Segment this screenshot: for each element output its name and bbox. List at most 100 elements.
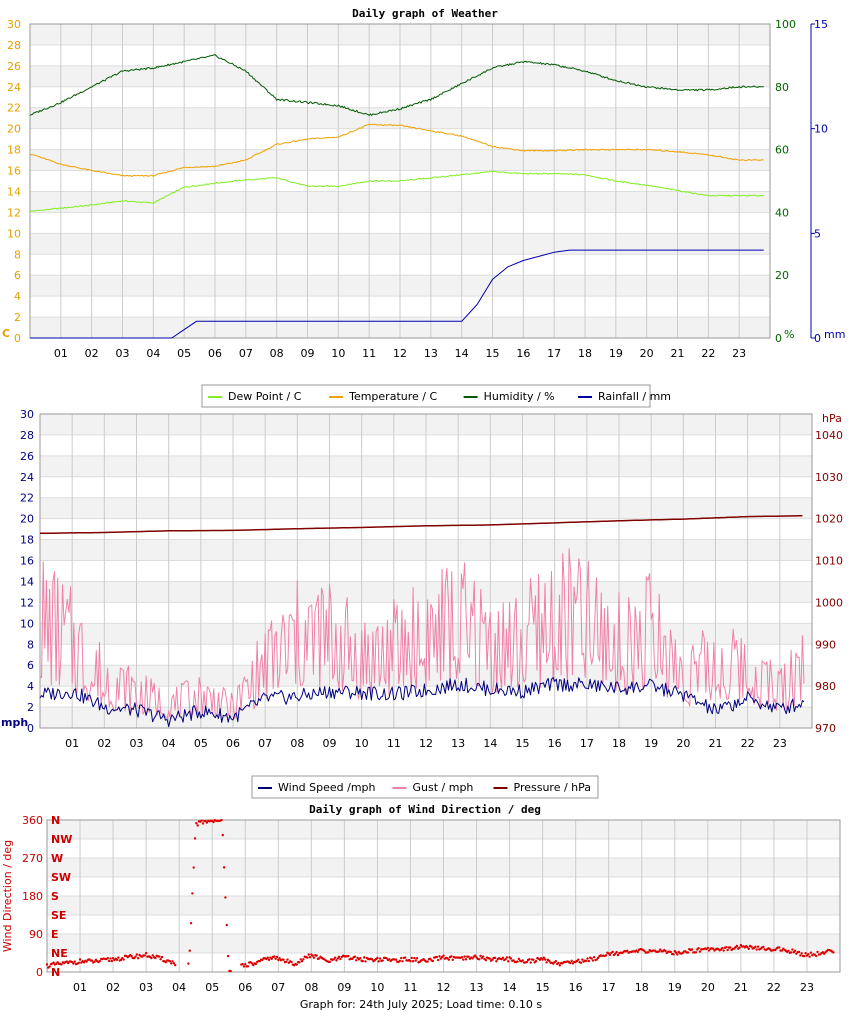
direction-point: [450, 955, 453, 958]
y-tick-label-humidity: 40: [775, 206, 789, 219]
x-tick-label: 01: [65, 737, 79, 750]
y-tick-label-humidity: 100: [775, 18, 796, 31]
direction-point: [528, 958, 531, 961]
direction-point: [604, 954, 608, 957]
legend-box: [251, 775, 599, 799]
direction-point: [493, 956, 497, 960]
direction-point: [787, 949, 790, 952]
direction-point: [659, 948, 662, 951]
x-tick-label: 10: [355, 737, 369, 750]
direction-point: [789, 951, 793, 954]
series-line-rainfall-mm: [30, 249, 764, 339]
x-tick-label: 05: [194, 737, 208, 750]
x-tick-label: 23: [732, 347, 746, 360]
legend-label: Temperature / C: [348, 390, 437, 403]
x-tick-label: 19: [668, 981, 682, 994]
direction-point: [808, 955, 811, 958]
x-tick-label: 07: [271, 981, 285, 994]
x-tick-label: 18: [612, 737, 626, 750]
y-tick-label-pressure: 970: [815, 722, 836, 735]
direction-point: [484, 958, 487, 962]
direction-point: [477, 958, 481, 961]
x-tick-label: 08: [304, 981, 318, 994]
direction-point: [78, 958, 82, 961]
x-tick-label: 03: [130, 737, 144, 750]
direction-point: [791, 948, 794, 951]
direction-point: [295, 963, 298, 966]
direction-point: [347, 954, 350, 958]
legend-wind: Wind Speed /mph Gust / mph Pressure / hPa: [251, 775, 599, 799]
direction-point: [626, 949, 629, 952]
x-tick-label: 03: [116, 347, 130, 360]
footer-load-info: Graph for: 24th July 2025; Load time: 0.…: [300, 998, 543, 1011]
y-tick-label-rain: 5: [814, 227, 821, 240]
direction-point: [474, 954, 477, 957]
y-tick-label-speed: 24: [20, 471, 34, 484]
direction-point: [221, 833, 224, 837]
direction-point: [168, 960, 172, 963]
y-tick-label-temp: 30: [7, 18, 21, 31]
direction-point: [438, 955, 441, 958]
y-tick-label-pressure: 1030: [815, 471, 843, 484]
direction-point: [192, 866, 195, 869]
direction-point: [570, 959, 573, 963]
direction-point: [411, 960, 415, 963]
direction-point: [109, 957, 112, 960]
y-axis-unit-temp: C: [2, 327, 10, 340]
direction-point: [729, 946, 732, 949]
direction-point: [614, 952, 617, 955]
direction-point: [669, 950, 673, 954]
direction-point: [674, 951, 678, 954]
direction-point: [545, 961, 548, 964]
direction-point: [381, 959, 384, 962]
direction-point: [410, 956, 413, 960]
x-tick-label: 09: [301, 347, 315, 360]
direction-point: [507, 960, 510, 963]
series-line-dew-point-c: [29, 170, 764, 213]
legend-label: Rainfall / mm: [598, 390, 671, 403]
x-tick-label: 11: [387, 737, 401, 750]
x-tick-label: 02: [85, 347, 99, 360]
x-tick-label: 22: [767, 981, 781, 994]
direction-point: [251, 964, 255, 967]
direction-point: [596, 956, 600, 960]
direction-point: [261, 958, 264, 962]
direction-point: [117, 956, 120, 959]
y-tick-label-humidity: 0: [775, 332, 782, 345]
x-tick-label: 08: [270, 347, 284, 360]
y-tick-label-temp: 6: [14, 269, 21, 282]
direction-point: [273, 955, 276, 958]
direction-point: [73, 960, 76, 963]
y-tick-label-rain: 15: [814, 18, 828, 31]
direction-point: [579, 961, 583, 964]
x-tick-label: 17: [602, 981, 616, 994]
y-tick-label-pressure: 1020: [815, 513, 843, 526]
direction-point: [318, 957, 321, 960]
x-tick-label: 13: [424, 347, 438, 360]
direction-point: [435, 955, 439, 959]
direction-point: [188, 949, 191, 952]
direction-point: [463, 955, 466, 958]
direction-point: [282, 958, 285, 961]
direction-plot-area: [46, 819, 841, 973]
direction-point: [725, 945, 728, 949]
x-tick-label: 15: [516, 737, 530, 750]
y-tick-label-speed: 30: [20, 408, 34, 421]
y-tick-label-temp: 0: [14, 332, 21, 345]
series-line-pressure: [40, 515, 803, 535]
direction-point: [481, 955, 485, 958]
direction-point: [111, 957, 115, 960]
direction-point: [495, 960, 498, 963]
direction-point: [143, 954, 147, 957]
direction-point: [756, 945, 760, 948]
y-tick-label-rain: 0: [814, 332, 821, 345]
x-tick-label: 01: [54, 347, 68, 360]
direction-point: [591, 959, 595, 962]
y-tick-label-temp: 24: [7, 81, 21, 94]
y-axis-unit-pressure: hPa: [822, 412, 842, 425]
x-tick-label: 06: [208, 347, 222, 360]
direction-point: [711, 947, 715, 950]
x-tick-label: 18: [635, 981, 649, 994]
x-tick-label: 21: [734, 981, 748, 994]
direction-point: [212, 820, 215, 824]
